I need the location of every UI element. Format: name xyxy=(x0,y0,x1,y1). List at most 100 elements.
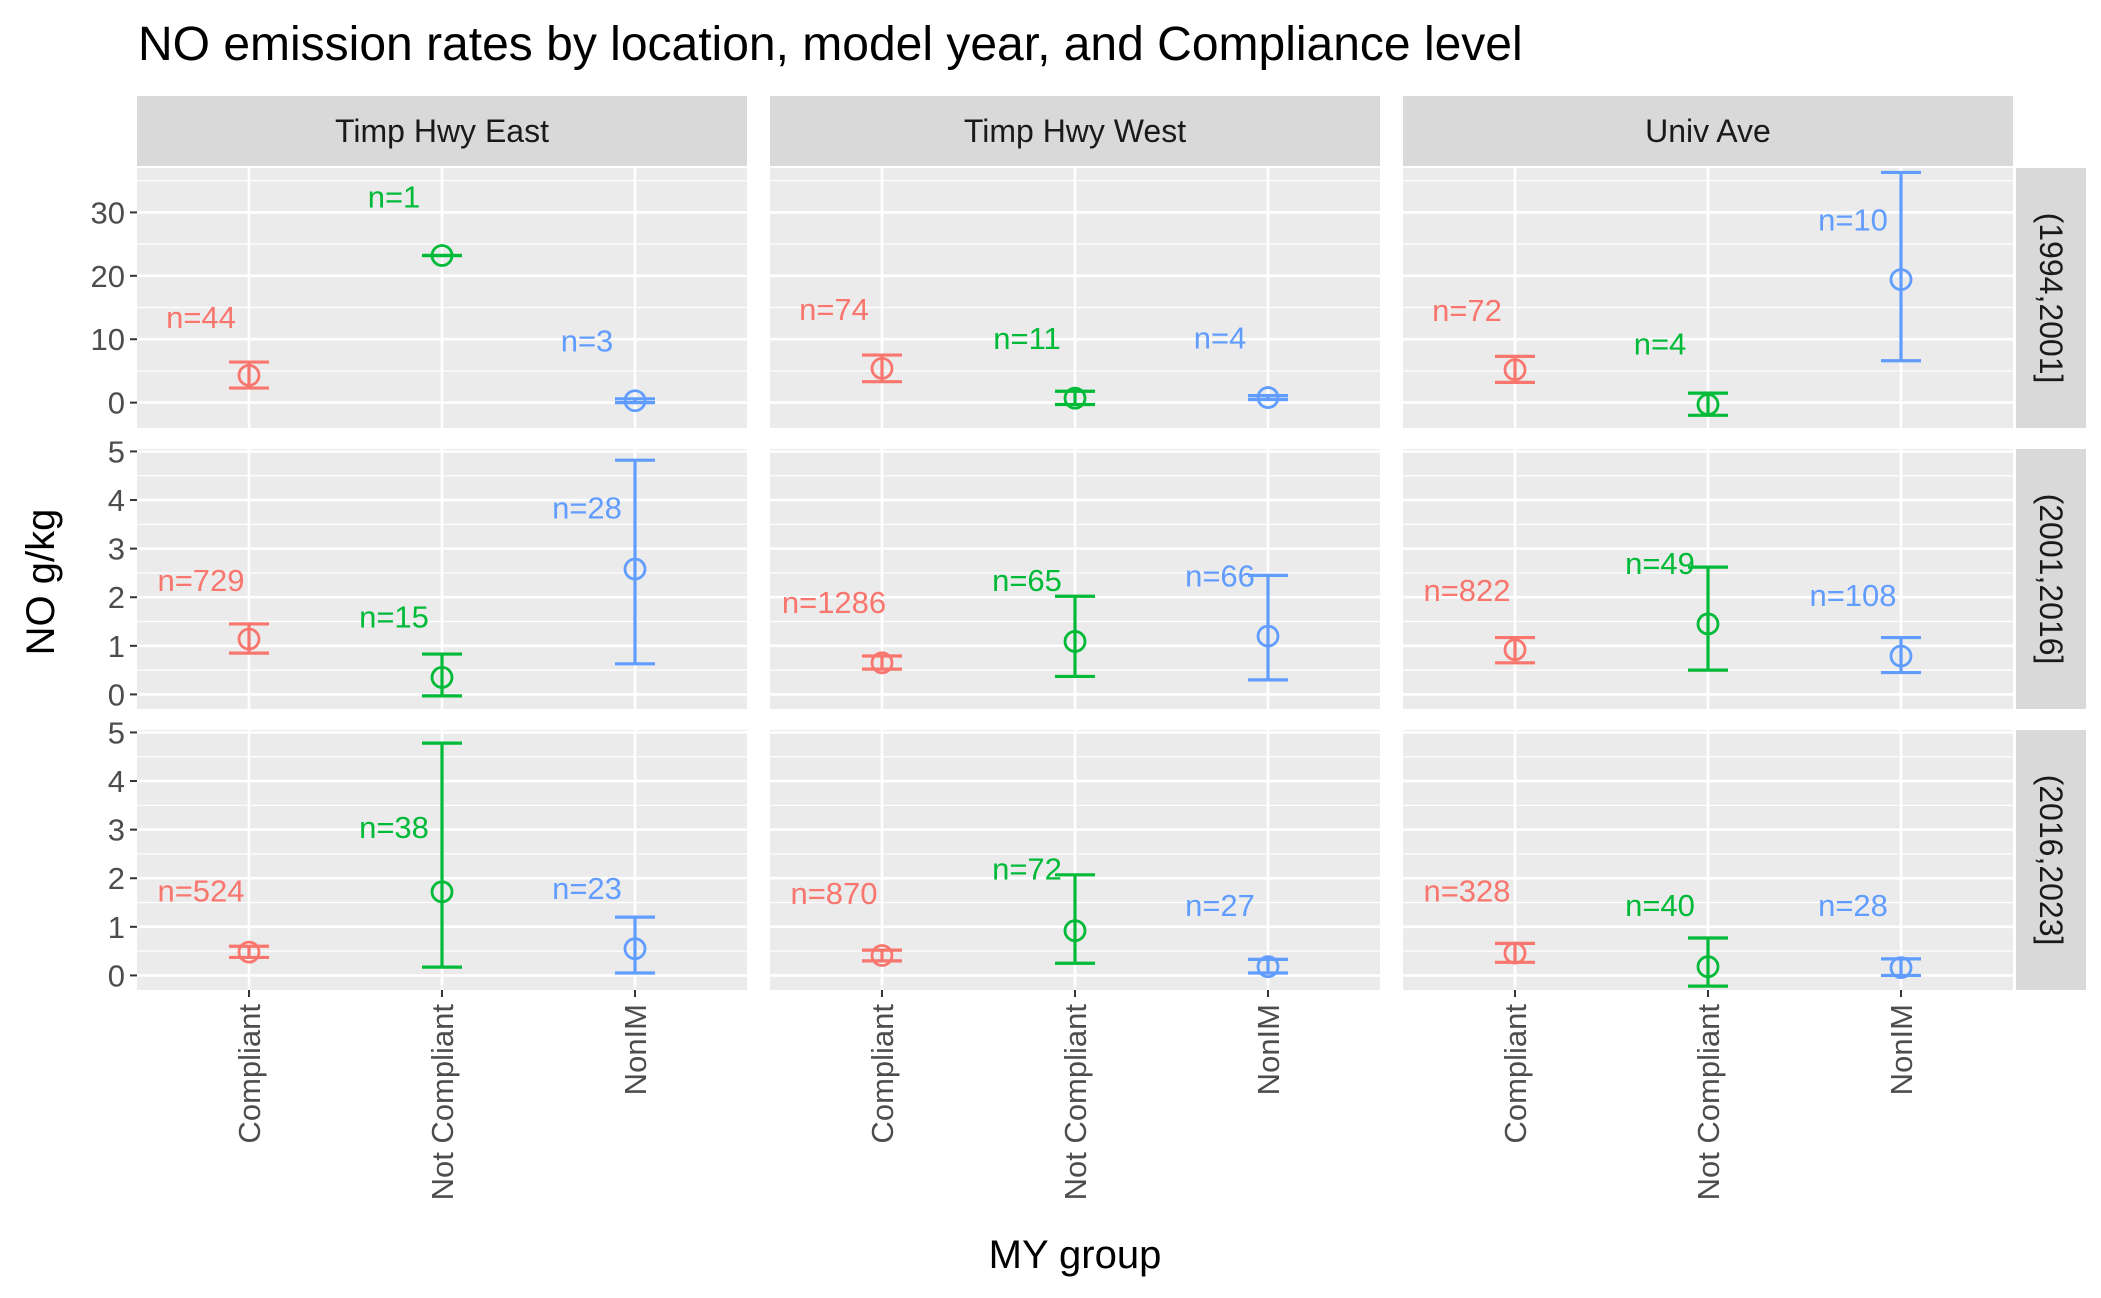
data-label: n=66 xyxy=(1185,558,1255,593)
facet-strip-row xyxy=(2016,730,2086,990)
data-point xyxy=(430,880,454,904)
x-tick-label: NonIM xyxy=(1884,1004,1919,1095)
facet-strip-row xyxy=(2016,168,2086,428)
facet-strip-column xyxy=(137,96,747,166)
data-point xyxy=(1503,358,1527,382)
y-tick-label: 4 xyxy=(108,764,125,799)
y-tick-label: 0 xyxy=(108,386,125,421)
y-tick-label: 2 xyxy=(108,580,125,615)
data-label: n=49 xyxy=(1625,546,1695,581)
facet-strip-row-label: (1994,2001] xyxy=(2033,213,2069,384)
facet-strip-row-label: (2016,2023] xyxy=(2033,775,2069,946)
x-tick-label: Compliant xyxy=(232,1004,267,1144)
y-tick-label: 3 xyxy=(108,813,125,848)
panel-marks: n=822 n=49 n=108 xyxy=(1423,546,1921,675)
data-point xyxy=(1696,393,1720,416)
data-label: n=328 xyxy=(1423,873,1510,908)
data-label: n=23 xyxy=(552,871,622,906)
data-point xyxy=(1889,268,1913,292)
data-point xyxy=(870,356,894,380)
y-tick-label: 4 xyxy=(108,483,125,518)
data-point xyxy=(237,627,261,651)
data-label: n=27 xyxy=(1185,888,1255,923)
panel-marks: n=524 n=38 n=23 xyxy=(157,741,655,975)
x-tick-label: NonIM xyxy=(1251,1004,1286,1095)
x-tick-label: NonIM xyxy=(618,1004,653,1095)
data-point xyxy=(1889,644,1913,668)
data-label: n=1286 xyxy=(782,585,886,620)
y-tick-label: 3 xyxy=(108,532,125,567)
facet-strip-column-label: Univ Ave xyxy=(1645,113,1771,149)
data-label: n=108 xyxy=(1809,578,1896,613)
data-point xyxy=(1889,956,1913,980)
panel-marks: n=328 n=40 n=28 xyxy=(1423,873,1921,988)
data-point xyxy=(1063,919,1087,943)
data-label: n=4 xyxy=(1194,320,1247,355)
facet-strip-column xyxy=(770,96,1380,166)
facet-strip-row xyxy=(2016,449,2086,709)
data-point xyxy=(1063,386,1087,410)
data-label: n=4 xyxy=(1634,327,1687,362)
data-label: n=72 xyxy=(992,852,1062,887)
data-label: n=40 xyxy=(1625,888,1695,923)
x-tick-label: Compliant xyxy=(865,1004,900,1144)
data-point xyxy=(1256,386,1280,409)
data-point xyxy=(237,363,261,387)
panel-marks: n=1286 n=65 n=66 xyxy=(782,558,1288,682)
data-point xyxy=(1256,955,1280,979)
x-axis-label: MY group xyxy=(989,1233,1162,1277)
y-tick-label: 0 xyxy=(108,677,125,712)
data-point xyxy=(623,389,647,413)
data-point xyxy=(1696,955,1720,979)
y-tick-label: 0 xyxy=(108,958,125,993)
data-point xyxy=(1063,630,1087,653)
data-label: n=28 xyxy=(1818,888,1888,923)
data-label: n=822 xyxy=(1423,573,1510,608)
y-axis-label: NO g/kg xyxy=(19,509,63,656)
data-point xyxy=(1503,941,1527,965)
data-label: n=72 xyxy=(1432,293,1502,328)
data-point xyxy=(430,666,454,689)
data-label: n=729 xyxy=(157,563,244,598)
data-label: n=11 xyxy=(993,321,1061,356)
data-label: n=1 xyxy=(368,180,421,215)
y-tick-label: 5 xyxy=(108,715,125,750)
data-point xyxy=(1503,638,1527,662)
data-label: n=74 xyxy=(799,292,869,327)
data-label: n=10 xyxy=(1818,202,1888,237)
data-label: n=44 xyxy=(166,300,236,335)
panel-marks: n=729 n=15 n=28 xyxy=(157,458,655,698)
panel-marks: n=74 n=11 n=4 xyxy=(799,292,1288,410)
y-tick-label: 2 xyxy=(108,861,125,896)
panel-marks: n=72 n=4 n=10 xyxy=(1432,170,1921,417)
panel-marks: n=44 n=1 n=3 xyxy=(166,180,655,413)
chart-title: NO emission rates by location, model yea… xyxy=(138,18,1523,71)
data-label: n=38 xyxy=(359,810,429,845)
data-point xyxy=(870,944,894,967)
y-tick-label: 1 xyxy=(108,629,125,664)
data-point xyxy=(623,557,647,581)
data-point xyxy=(870,651,894,675)
data-label: n=28 xyxy=(552,490,622,525)
y-tick-label: 1 xyxy=(108,910,125,945)
data-label: n=65 xyxy=(992,563,1062,598)
y-tick-label: 20 xyxy=(91,259,125,294)
x-tick-label: Compliant xyxy=(1498,1004,1533,1144)
facet-strip-column-label: Timp Hwy East xyxy=(335,113,549,149)
y-tick-label: 5 xyxy=(108,434,125,469)
data-label: n=524 xyxy=(157,873,244,908)
data-label: n=3 xyxy=(561,323,614,358)
facet-strip-column-label: Timp Hwy West xyxy=(964,113,1186,149)
data-label: n=870 xyxy=(790,876,877,911)
data-point xyxy=(430,244,454,267)
facet-panels: Timp Hwy East Timp Hwy West Univ Ave (1994,… xyxy=(91,96,2086,1200)
x-tick-label: Not Compliant xyxy=(1691,1004,1726,1201)
data-point xyxy=(623,937,647,961)
x-tick-label: Not Compliant xyxy=(1058,1004,1093,1201)
panel-marks: n=870 n=72 n=27 xyxy=(790,852,1288,979)
facet-strip-row-label: (2001,2016] xyxy=(2033,494,2069,665)
data-point xyxy=(237,940,261,964)
data-point xyxy=(1256,624,1280,648)
x-tick-label: Not Compliant xyxy=(425,1004,460,1201)
